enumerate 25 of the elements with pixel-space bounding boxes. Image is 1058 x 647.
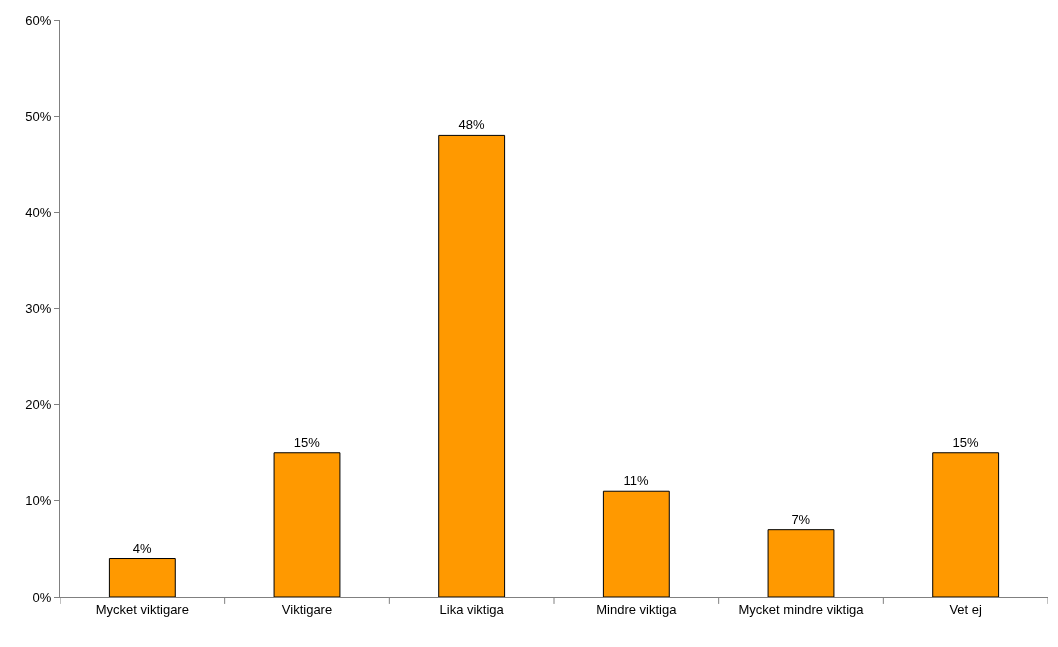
bar — [767, 529, 835, 597]
y-tick-label: 20% — [25, 397, 52, 413]
x-tick-label: Mycket viktigare — [95, 601, 189, 617]
y-tick-label: 0% — [32, 589, 52, 605]
bar — [602, 490, 670, 597]
bar — [438, 134, 506, 597]
bar — [932, 452, 1000, 597]
y-tick-label: 50% — [25, 108, 52, 124]
y-tick-label: 40% — [25, 204, 52, 220]
x-tick-label: Mindre viktiga — [596, 601, 678, 617]
bar — [273, 452, 341, 597]
x-tick-label: Vet ej — [949, 601, 983, 617]
data-label: 11% — [623, 473, 650, 489]
data-label: 7% — [791, 511, 811, 527]
x-tick-label: Lika viktiga — [439, 601, 505, 617]
x-tick-label: Viktigare — [281, 601, 333, 617]
data-label: 4% — [132, 540, 152, 556]
data-label: 15% — [952, 434, 979, 450]
y-tick-label: 30% — [25, 301, 52, 317]
x-tick-label: Mycket mindre viktiga — [738, 601, 865, 617]
y-tick-label: 10% — [25, 493, 52, 509]
y-tick-label: 60% — [25, 12, 52, 28]
data-label: 48% — [458, 117, 485, 133]
data-label: 15% — [293, 434, 321, 450]
bar — [108, 558, 176, 597]
